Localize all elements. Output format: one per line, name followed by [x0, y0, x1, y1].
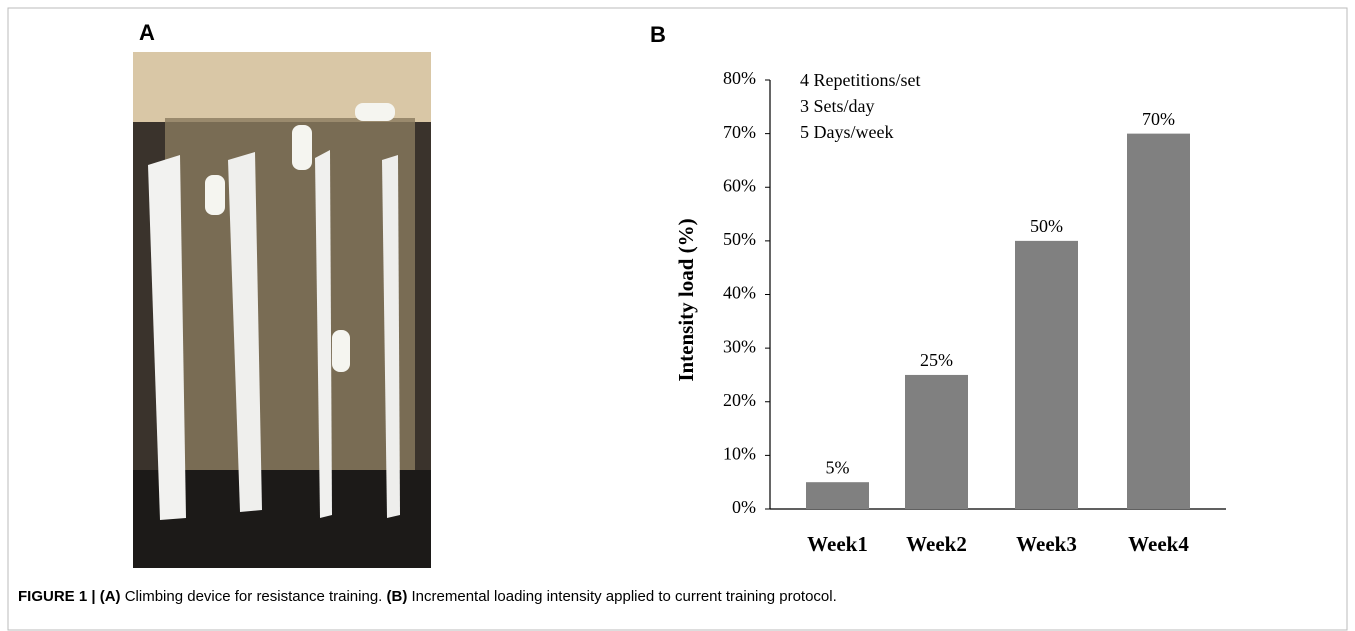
- y-tick-label: 0%: [732, 497, 756, 517]
- bar: [806, 482, 869, 509]
- caption-label: (B): [387, 588, 408, 605]
- bar: [905, 375, 968, 509]
- x-tick-label: Week1: [807, 532, 868, 556]
- value-label: 25%: [920, 350, 953, 370]
- y-tick-label: 70%: [723, 122, 756, 142]
- bar: [1127, 134, 1190, 509]
- value-label: 5%: [826, 457, 850, 477]
- annotation: 3 Sets/day: [800, 96, 875, 116]
- x-tick-label: Week2: [906, 532, 967, 556]
- caption: FIGURE 1 | (A) Climbing device for resis…: [18, 588, 837, 605]
- panel-label: A: [139, 20, 155, 45]
- caption-figure: FIGURE 1 |: [18, 588, 96, 605]
- y-tick-label: 40%: [723, 283, 756, 303]
- y-tick-label: 80%: [723, 68, 756, 88]
- x-tick-label: Week3: [1016, 532, 1077, 556]
- photo: [133, 52, 431, 568]
- y-axis-title: Intensity load (%): [674, 218, 698, 381]
- page: A B Intensity load (%) FIGURE 1 | (A) Cl…: [0, 0, 1355, 631]
- y-tick-label: 50%: [723, 229, 756, 249]
- caption-label: (A): [100, 588, 121, 605]
- annotation: 4 Repetitions/set: [800, 70, 921, 90]
- annotation: 5 Days/week: [800, 122, 893, 142]
- value-label: 50%: [1030, 216, 1063, 236]
- y-tick-label: 30%: [723, 336, 756, 356]
- caption-text: Incremental loading intensity applied to…: [412, 588, 837, 605]
- x-tick-label: Week4: [1128, 532, 1189, 556]
- y-tick-label: 20%: [723, 390, 756, 410]
- y-tick-label: 60%: [723, 175, 756, 195]
- figure: A B Intensity load (%) FIGURE 1 | (A) Cl…: [0, 0, 1355, 631]
- panel-label: B: [650, 22, 666, 47]
- y-tick-label: 10%: [723, 444, 756, 464]
- value-label: 70%: [1142, 109, 1175, 129]
- caption-text: Climbing device for resistance training.: [125, 588, 383, 605]
- bar: [1015, 241, 1078, 509]
